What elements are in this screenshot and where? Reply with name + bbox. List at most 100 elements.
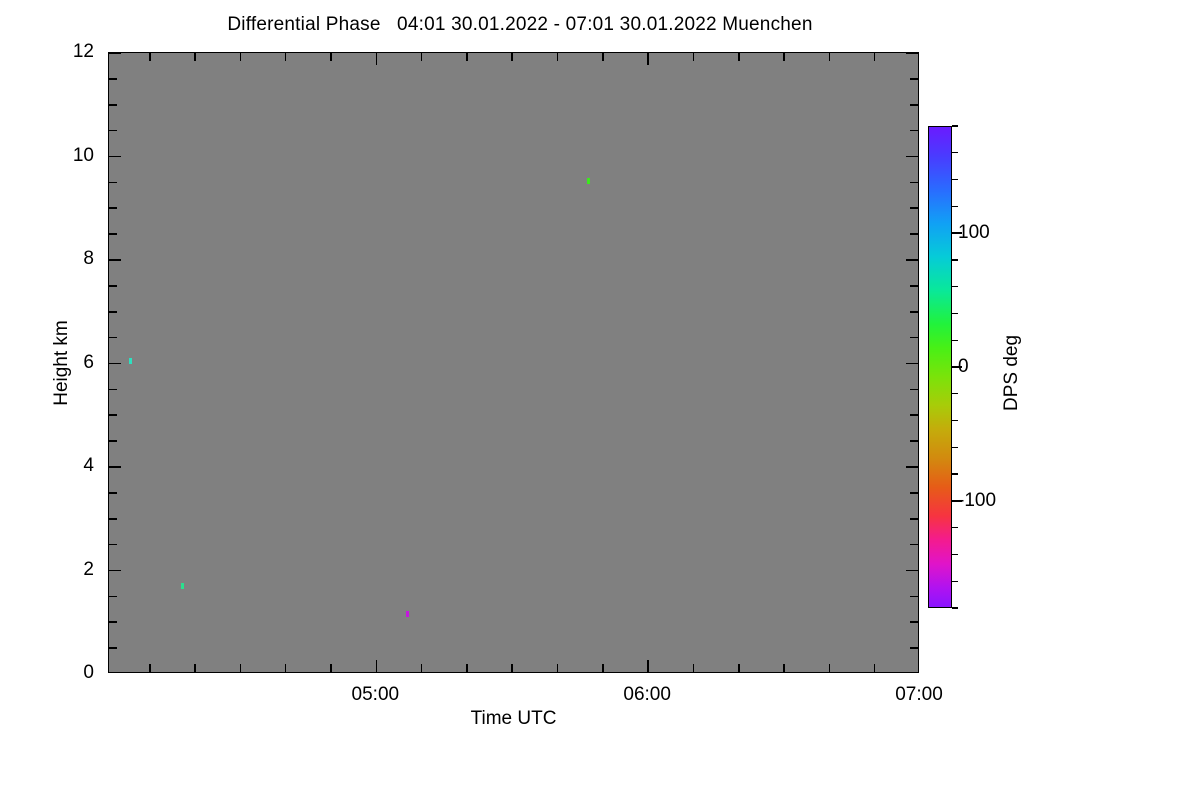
- colorbar-minor-tick: [952, 178, 958, 181]
- x-axis-minor-tick: [783, 664, 785, 672]
- plot-area[interactable]: [108, 52, 919, 673]
- y-axis-minor-tick: [109, 517, 117, 520]
- data-pixel: [129, 357, 133, 364]
- colorbar-tick-label: 0: [958, 356, 969, 377]
- x-axis-tick-label: 07:00: [895, 684, 943, 705]
- data-pixel: [405, 611, 409, 618]
- y-axis-mirror-tick: [906, 53, 918, 54]
- y-axis-minor-tick: [109, 647, 117, 649]
- data-pixel: [586, 178, 590, 185]
- colorbar[interactable]: [928, 125, 962, 609]
- y-axis-mirror-tick: [910, 233, 918, 235]
- page-title: Differential Phase 04:01 30.01.2022 - 07…: [227, 14, 813, 35]
- x-axis-minor-tick: [194, 664, 196, 672]
- x-axis-mirror-tick: [828, 53, 831, 61]
- x-axis-mirror-tick: [466, 53, 468, 61]
- y-axis-minor-tick: [109, 103, 117, 106]
- y-axis-minor-tick: [109, 595, 117, 598]
- x-axis-major-tick: [647, 660, 649, 672]
- colorbar-minor-tick: [952, 526, 958, 529]
- x-axis-minor-tick: [239, 664, 242, 672]
- colorbar-minor-tick: [952, 393, 958, 395]
- colorbar-minor-tick: [952, 259, 958, 261]
- y-axis-mirror-tick: [910, 543, 918, 546]
- y-axis-minor-tick: [109, 543, 117, 546]
- x-axis-minor-tick: [828, 664, 831, 672]
- x-axis-mirror-tick: [375, 53, 378, 65]
- x-axis-mirror-tick: [330, 53, 332, 61]
- x-axis-minor-tick: [284, 664, 287, 672]
- y-axis-mirror-tick: [910, 336, 918, 339]
- colorbar-title: DPS deg: [1001, 334, 1022, 412]
- colorbar-minor-tick: [952, 312, 958, 315]
- colorbar-minor-tick: [952, 580, 958, 582]
- x-axis-minor-tick: [148, 664, 151, 672]
- y-axis-tick-label: 12: [72, 41, 94, 62]
- x-axis-mirror-tick: [194, 53, 196, 61]
- colorbar-minor-tick: [952, 205, 958, 208]
- y-axis-mirror-tick: [910, 621, 918, 624]
- x-axis-mirror-tick: [239, 53, 242, 61]
- y-axis-minor-tick: [109, 310, 117, 313]
- y-axis-major-tick: [109, 53, 121, 54]
- x-axis-minor-tick: [602, 664, 604, 672]
- colorbar-minor-tick: [952, 419, 958, 422]
- data-pixel: [181, 583, 185, 590]
- y-axis-minor-tick: [109, 440, 117, 442]
- y-axis-minor-tick: [109, 207, 117, 210]
- y-axis-minor-tick: [109, 492, 117, 494]
- colorbar-minor-tick: [952, 473, 958, 475]
- colorbar-major-tick: [952, 500, 962, 502]
- x-axis-title: Time UTC: [470, 708, 557, 729]
- x-axis-minor-tick: [873, 664, 876, 672]
- y-axis-mirror-tick: [910, 517, 918, 520]
- x-axis-mirror-tick: [602, 53, 604, 61]
- y-axis-tick-label: 4: [83, 455, 94, 476]
- y-axis-minor-tick: [109, 129, 117, 132]
- x-axis-mirror-tick: [511, 53, 514, 61]
- colorbar-minor-tick: [952, 553, 958, 556]
- y-axis-tick-label: 8: [83, 248, 94, 269]
- y-axis-minor-tick: [109, 181, 117, 184]
- y-axis-mirror-tick: [906, 155, 918, 158]
- y-axis-minor-tick: [109, 78, 117, 80]
- colorbar-minor-tick: [952, 339, 958, 341]
- colorbar-minor-tick: [952, 446, 958, 449]
- x-axis-minor-tick: [420, 664, 423, 672]
- colorbar-minor-tick: [952, 125, 958, 127]
- x-axis-major-tick: [375, 660, 378, 672]
- y-axis-mirror-tick: [910, 207, 918, 210]
- y-axis-tick-label: 0: [83, 662, 94, 683]
- y-axis-mirror-tick: [910, 595, 918, 598]
- x-axis-mirror-tick: [783, 53, 785, 61]
- colorbar-major-tick: [952, 366, 962, 368]
- y-axis-mirror-tick: [910, 440, 918, 442]
- x-axis-minor-tick: [330, 664, 332, 672]
- y-axis-mirror-tick: [910, 388, 918, 391]
- y-axis-mirror-tick: [910, 310, 918, 313]
- colorbar-tick-label: -100: [958, 489, 997, 511]
- colorbar-minor-tick: [952, 285, 958, 288]
- x-axis-mirror-tick: [420, 53, 423, 61]
- x-axis-mirror-tick: [873, 53, 876, 61]
- y-axis-mirror-tick: [906, 259, 918, 261]
- y-axis-mirror-tick: [910, 647, 918, 649]
- y-axis-major-tick: [109, 466, 121, 468]
- y-axis-tick-label: 2: [83, 558, 94, 580]
- y-axis-major-tick: [109, 569, 121, 572]
- colorbar-major-tick: [952, 232, 962, 234]
- y-axis-mirror-tick: [910, 103, 918, 106]
- y-axis-mirror-tick: [910, 285, 918, 287]
- x-axis-minor-tick: [466, 664, 468, 672]
- x-axis-mirror-tick: [647, 53, 649, 65]
- y-axis-title: Height km: [51, 320, 72, 406]
- x-axis-tick-label: 06:00: [623, 684, 671, 705]
- colorbar-minor-tick: [952, 152, 958, 154]
- y-axis-mirror-tick: [910, 129, 918, 132]
- x-axis-mirror-tick: [556, 53, 559, 61]
- y-axis-mirror-tick: [910, 492, 918, 494]
- colorbar-minor-tick: [952, 607, 958, 609]
- x-axis-mirror-tick: [148, 53, 151, 61]
- y-axis-minor-tick: [109, 336, 117, 339]
